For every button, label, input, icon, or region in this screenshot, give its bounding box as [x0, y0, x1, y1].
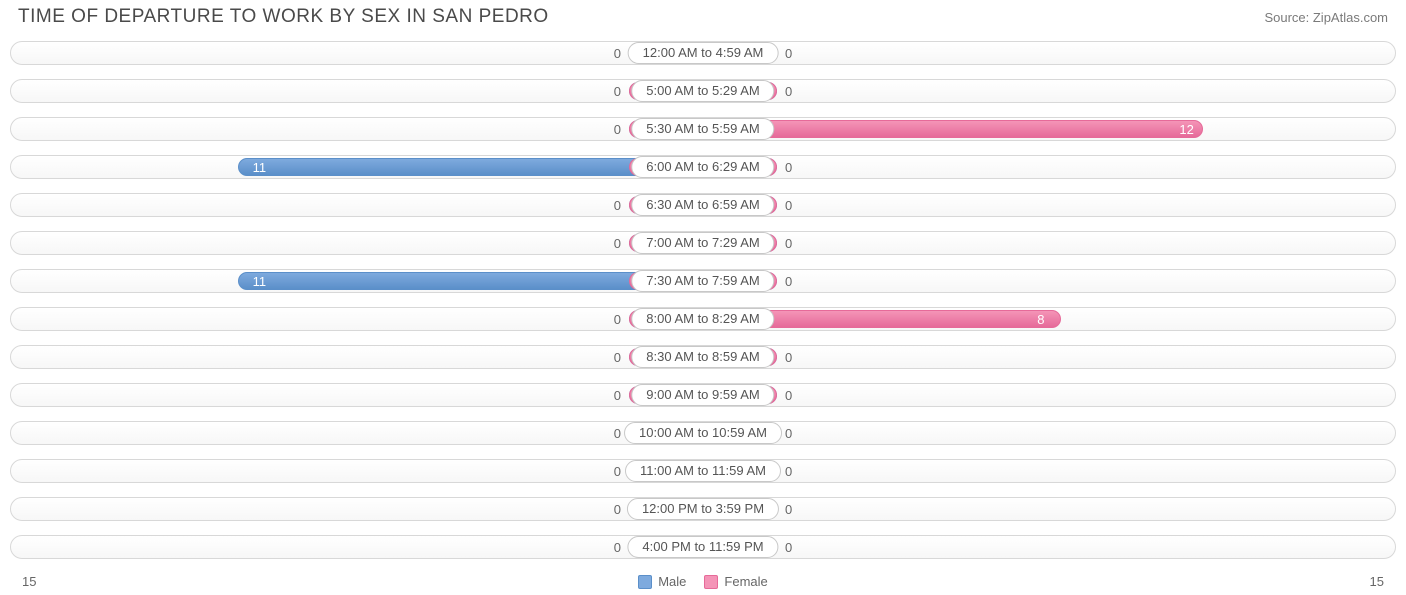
row-label: 8:00 AM to 8:29 AM: [631, 308, 774, 330]
chart-title: TIME OF DEPARTURE TO WORK BY SEX IN SAN …: [18, 6, 549, 28]
swatch-male: [638, 575, 652, 589]
row-label: 6:30 AM to 6:59 AM: [631, 194, 774, 216]
row-label: 12:00 AM to 4:59 AM: [628, 42, 779, 64]
chart-row: 5:00 AM to 5:29 AM 0 0: [10, 74, 1396, 108]
legend: Male Female: [638, 574, 768, 589]
value-female: 0: [785, 540, 792, 555]
value-female: 0: [785, 350, 792, 365]
value-male: 0: [614, 122, 621, 137]
value-female: 0: [785, 502, 792, 517]
row-label: 4:00 PM to 11:59 PM: [627, 536, 778, 558]
value-male: 0: [614, 540, 621, 555]
header: TIME OF DEPARTURE TO WORK BY SEX IN SAN …: [0, 0, 1406, 32]
value-male: 0: [614, 388, 621, 403]
chart-row: 7:30 AM to 7:59 AM 11 0: [10, 264, 1396, 298]
value-male: 0: [614, 46, 621, 61]
value-male: 11: [253, 274, 267, 289]
value-female: 0: [785, 464, 792, 479]
value-female: 0: [785, 426, 792, 441]
value-male: 0: [614, 502, 621, 517]
value-male: 0: [614, 350, 621, 365]
row-label: 6:00 AM to 6:29 AM: [631, 156, 774, 178]
value-female: 0: [785, 388, 792, 403]
chart-row: 4:00 PM to 11:59 PM 0 0: [10, 530, 1396, 564]
legend-item-male: Male: [638, 574, 686, 589]
chart-row: 12:00 PM to 3:59 PM 0 0: [10, 492, 1396, 526]
chart-row: 6:00 AM to 6:29 AM 11 0: [10, 150, 1396, 184]
chart-row: 11:00 AM to 11:59 AM 0 0: [10, 454, 1396, 488]
chart-row: 10:00 AM to 10:59 AM0 0: [10, 416, 1396, 450]
value-female: 0: [785, 46, 792, 61]
row-label: 5:30 AM to 5:59 AM: [631, 118, 774, 140]
legend-item-female: Female: [704, 574, 767, 589]
row-label: 9:00 AM to 9:59 AM: [631, 384, 774, 406]
value-female: 0: [785, 160, 792, 175]
chart-row: 5:30 AM to 5:59 AM 0 12: [10, 112, 1396, 146]
value-female: 0: [785, 274, 792, 289]
value-female: 0: [785, 236, 792, 251]
value-male: 0: [614, 236, 621, 251]
value-male: 0: [614, 198, 621, 213]
footer: 15 Male Female 15: [0, 574, 1406, 589]
value-male: 0: [614, 464, 621, 479]
row-label: 12:00 PM to 3:59 PM: [627, 498, 779, 520]
value-female: 0: [785, 198, 792, 213]
chart-row: 9:00 AM to 9:59 AM 0 0: [10, 378, 1396, 412]
chart-container: TIME OF DEPARTURE TO WORK BY SEX IN SAN …: [0, 0, 1406, 595]
swatch-female: [704, 575, 718, 589]
row-label: 8:30 AM to 8:59 AM: [631, 346, 774, 368]
value-female: 0: [785, 84, 792, 99]
legend-label-male: Male: [658, 574, 686, 589]
row-label: 7:00 AM to 7:29 AM: [631, 232, 774, 254]
row-label: 11:00 AM to 11:59 AM: [625, 460, 781, 482]
chart-row: 8:30 AM to 8:59 AM 0 0: [10, 340, 1396, 374]
row-label: 10:00 AM to 10:59 AM: [624, 422, 782, 444]
legend-label-female: Female: [724, 574, 767, 589]
value-female: 12: [1179, 122, 1193, 137]
chart-row: 6:30 AM to 6:59 AM 0 0: [10, 188, 1396, 222]
row-label: 5:00 AM to 5:29 AM: [631, 80, 774, 102]
value-male: 11: [253, 160, 267, 175]
chart-row: 8:00 AM to 8:29 AM 0 8: [10, 302, 1396, 336]
chart-row: 12:00 AM to 4:59 AM 0 0: [10, 36, 1396, 70]
axis-right-max: 15: [1370, 574, 1384, 589]
value-male: 0: [614, 426, 621, 441]
axis-left-max: 15: [22, 574, 36, 589]
value-female: 8: [1037, 312, 1044, 327]
value-male: 0: [614, 84, 621, 99]
source-label: Source: ZipAtlas.com: [1264, 10, 1388, 25]
row-label: 7:30 AM to 7:59 AM: [631, 270, 774, 292]
chart-area: 12:00 AM to 4:59 AM 0 0 5:00 AM to 5:29 AM 0…: [0, 32, 1406, 564]
value-male: 0: [614, 312, 621, 327]
chart-row: 7:00 AM to 7:29 AM 0 0: [10, 226, 1396, 260]
